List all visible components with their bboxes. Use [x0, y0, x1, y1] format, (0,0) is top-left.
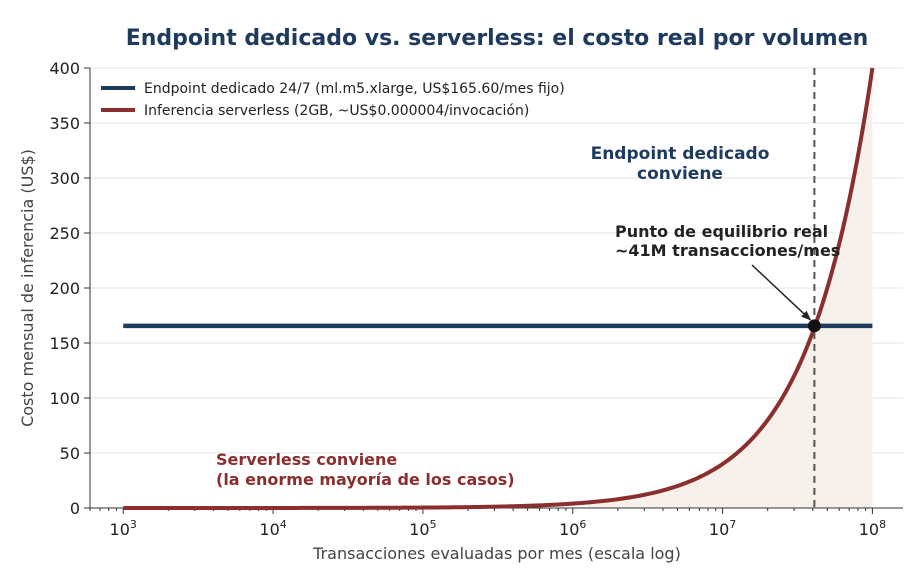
- y-tick-label: 200: [49, 279, 80, 298]
- x-axis-ticks: 103 104 105 106 107 108: [89, 508, 886, 539]
- y-tick-label: 100: [49, 389, 80, 408]
- x-tick-label: 103: [110, 518, 137, 539]
- legend: Endpoint dedicado 24/7 (ml.m5.xlarge, US…: [101, 81, 565, 119]
- annotation-serverless-line1: Serverless conviene: [216, 450, 397, 469]
- y-tick-label: 350: [49, 114, 80, 133]
- legend-label-serverless: Inferencia serverless (2GB, ~US$0.000004…: [144, 103, 529, 119]
- x-tick-label: 104: [259, 518, 286, 539]
- y-tick-label: 250: [49, 224, 80, 243]
- y-axis-ticks: 0 50 100 150 200 250 300 350 400: [49, 59, 90, 518]
- serverless-area-fill: [587, 68, 873, 508]
- shaded-area: [587, 68, 873, 508]
- series: [123, 67, 875, 510]
- x-tick-label: 105: [409, 518, 436, 539]
- breakeven: [751, 68, 821, 508]
- annotation-serverless-line2: (la enorme mayoría de los casos): [216, 470, 515, 489]
- y-tick-label: 300: [49, 169, 80, 188]
- x-tick-label: 106: [559, 518, 586, 539]
- x-tick-label: 108: [859, 518, 886, 539]
- x-tick-label: 107: [709, 518, 736, 539]
- annotations: Endpoint dedicado conviene Serverless co…: [216, 144, 840, 489]
- x-axis-label: Transacciones evaluadas por mes (escala …: [312, 544, 681, 563]
- y-tick-label: 0: [70, 499, 80, 518]
- series-line-serverless: [123, 67, 875, 510]
- grid: [90, 67, 903, 454]
- legend-label-dedicated: Endpoint dedicado 24/7 (ml.m5.xlarge, US…: [144, 81, 565, 97]
- y-axis-label: Costo mensual de inferencia (US$): [18, 149, 37, 427]
- annotation-breakeven-line1: Punto de equilibrio real: [615, 222, 828, 241]
- annotation-breakeven-line2: ~41M transacciones/mes: [615, 241, 840, 260]
- breakeven-point: [807, 319, 821, 333]
- breakeven-arrow: [751, 264, 812, 321]
- annotation-dedicated-line1: Endpoint dedicado: [591, 144, 770, 164]
- chart-title: Endpoint dedicado vs. serverless: el cos…: [126, 26, 869, 51]
- annotation-dedicated-line2: conviene: [637, 164, 723, 184]
- y-tick-label: 150: [49, 334, 80, 353]
- y-tick-label: 400: [49, 59, 80, 78]
- y-tick-label: 50: [60, 444, 80, 463]
